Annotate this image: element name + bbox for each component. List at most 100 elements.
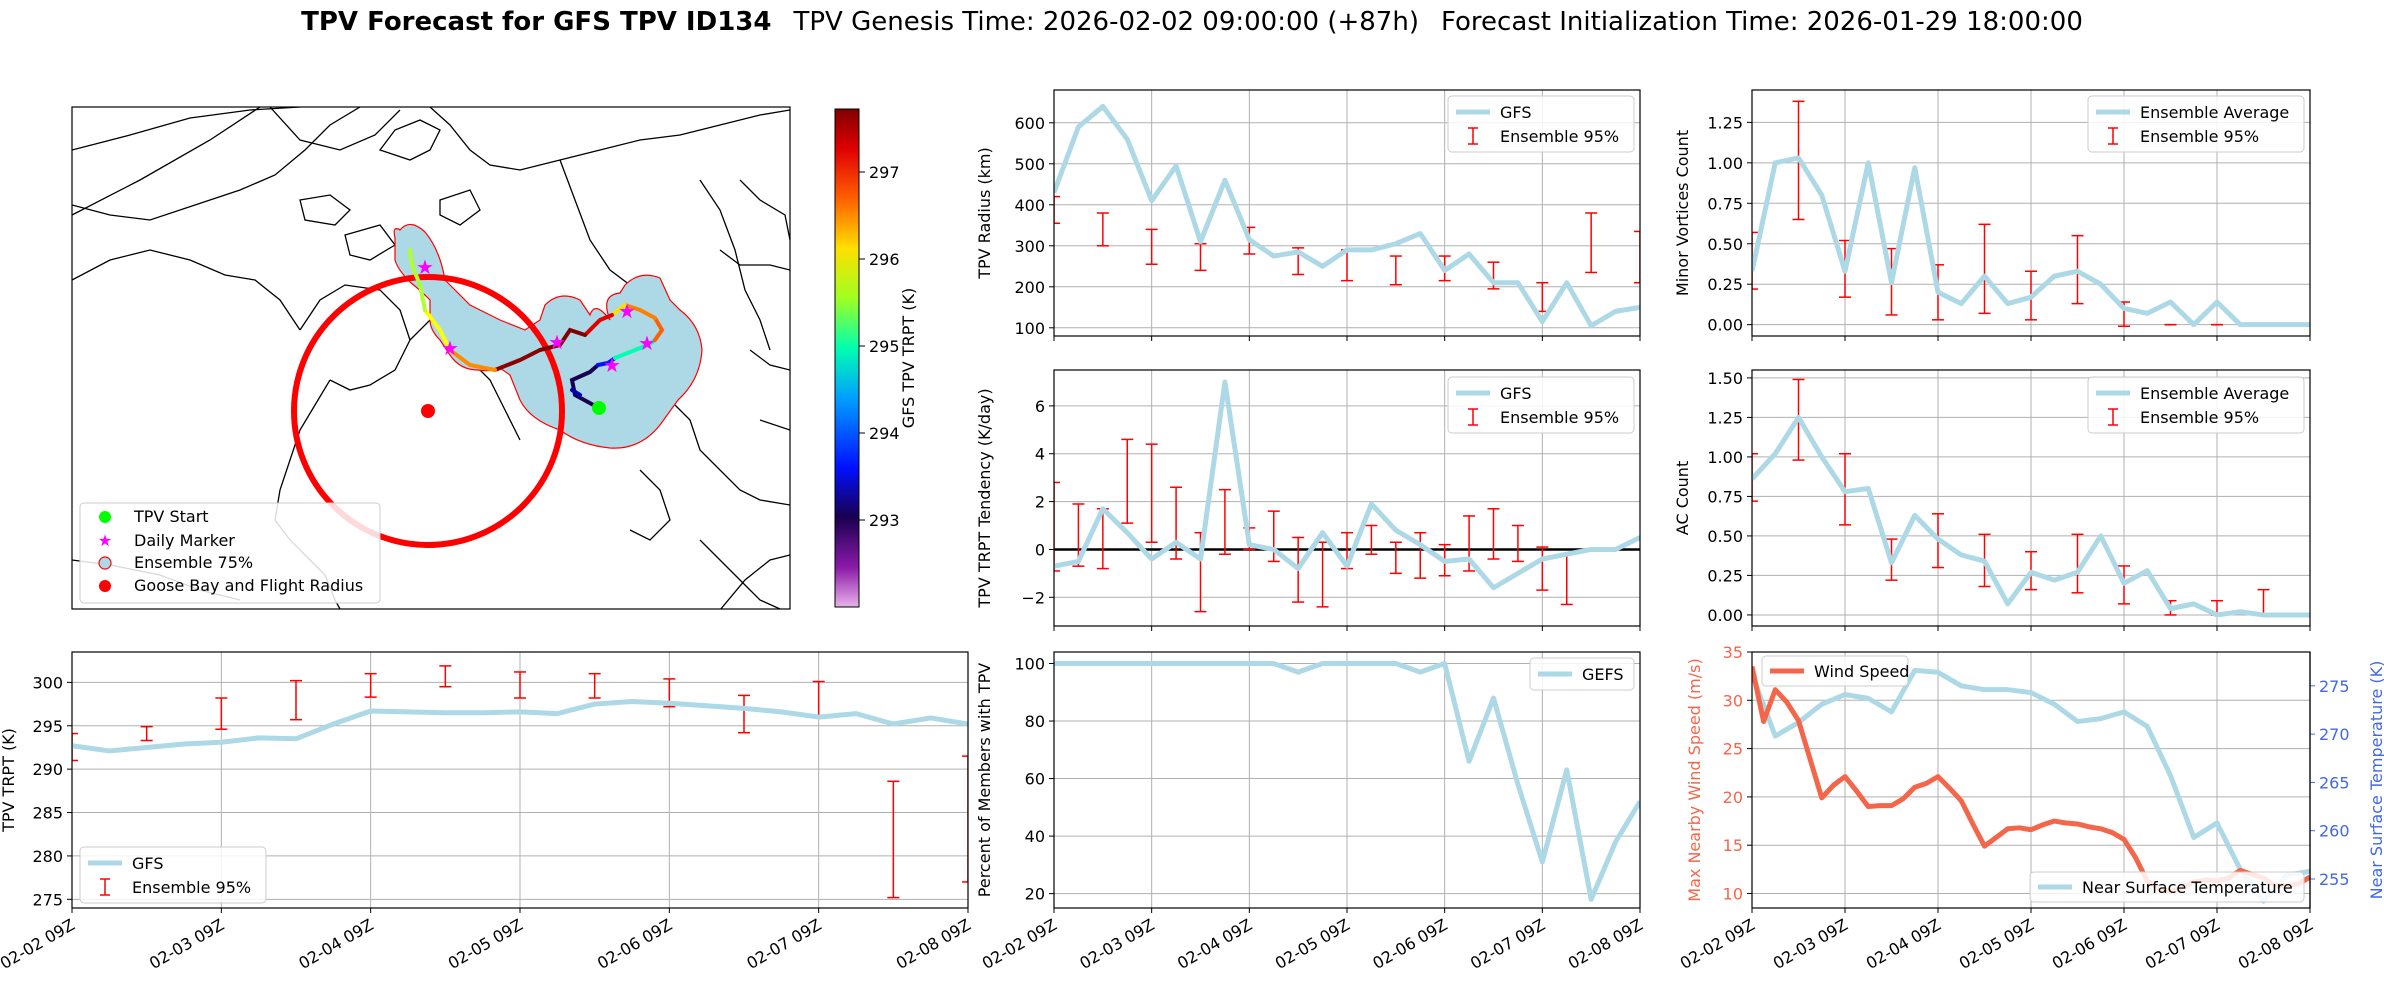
daily-marker: ★ bbox=[548, 330, 566, 354]
y-tick-label: 60 bbox=[1025, 770, 1045, 789]
y-axis-label: TPV Radius (km) bbox=[975, 147, 994, 280]
tpv-start-marker bbox=[592, 401, 606, 415]
error-bar bbox=[738, 694, 750, 734]
map-panel: ★ ★ ★ ★ ★ ★ TPV Start ★ Daily Marker Ens… bbox=[71, 106, 918, 610]
legend-label: Ensemble 95% bbox=[1500, 127, 1619, 146]
legend-daily-marker: Daily Marker bbox=[134, 531, 235, 550]
error-bar bbox=[1365, 524, 1378, 555]
error-bar bbox=[1170, 486, 1183, 560]
error-bar bbox=[588, 672, 601, 699]
error-bar bbox=[1752, 453, 1758, 502]
legend-label: GFS bbox=[132, 854, 163, 873]
error-bar bbox=[1389, 255, 1402, 286]
tpv-track bbox=[408, 248, 665, 410]
legend-ens75-icon bbox=[98, 556, 112, 570]
daily-marker: ★ bbox=[638, 331, 656, 355]
y-tick-label: 280 bbox=[32, 847, 63, 866]
legend: GEFS bbox=[1529, 657, 1635, 691]
legend-star-icon: ★ bbox=[98, 531, 112, 550]
y-tick-label: 285 bbox=[32, 804, 63, 823]
legend-box bbox=[79, 846, 267, 904]
error-bar bbox=[1511, 524, 1524, 563]
error-bar bbox=[1389, 541, 1402, 575]
x-tick-label: 02-03 09Z bbox=[146, 915, 227, 973]
x-tick-label: 02-06 09Z bbox=[2049, 915, 2130, 973]
legend: GFS Ensemble 95% bbox=[79, 846, 267, 904]
goose-bay-marker bbox=[421, 404, 435, 418]
y-tick-label: 0.75 bbox=[1707, 194, 1743, 213]
error-bar bbox=[140, 725, 153, 742]
x-tick-label: 02-05 09Z bbox=[1272, 915, 1353, 973]
y-tick-label: 0.50 bbox=[1707, 235, 1743, 254]
y-tick-label: 290 bbox=[32, 760, 63, 779]
colorbar-tick-label: 296 bbox=[869, 250, 900, 269]
x-tick-label: 02-04 09Z bbox=[295, 915, 376, 973]
error-bar bbox=[1218, 488, 1231, 555]
y-axis-label: Minor Vortices Count bbox=[1673, 130, 1692, 296]
series-line bbox=[1054, 103, 1640, 329]
y-tick-label: 1.00 bbox=[1707, 154, 1743, 173]
legend-label: Ensemble Average bbox=[2140, 103, 2289, 122]
error-bar bbox=[1145, 443, 1158, 544]
x-tick-label: 02-07 09Z bbox=[743, 915, 824, 973]
y-tick-label: 0.50 bbox=[1707, 527, 1743, 546]
y-tick-label: 0.25 bbox=[1707, 275, 1743, 294]
y-tick-label: 0.75 bbox=[1707, 487, 1743, 506]
legend-box bbox=[1761, 655, 1909, 687]
legend: Ensemble Average Ensemble 95% bbox=[2087, 95, 2305, 153]
axes-frame bbox=[1053, 89, 1641, 337]
legend: Wind Speed bbox=[1761, 655, 1909, 687]
error-bar bbox=[1096, 212, 1109, 247]
error-bar bbox=[1536, 546, 1549, 591]
y-tick-label: 20 bbox=[1723, 788, 1743, 807]
error-bar bbox=[1194, 243, 1207, 272]
y-tick-label: 500 bbox=[1014, 155, 1045, 174]
legend-label: Ensemble Average bbox=[2140, 384, 2289, 403]
error-bar bbox=[2257, 588, 2270, 616]
legend-box bbox=[1447, 95, 1635, 153]
y-right-tick-label: 270 bbox=[2319, 725, 2350, 744]
minor-vortices-chart: 0.00 0.25 0.50 0.75 1.00 1.25 Ensemble Average… bbox=[1673, 89, 2311, 341]
y-right-tick-label: 255 bbox=[2319, 870, 2350, 889]
legend-start-icon bbox=[99, 511, 111, 523]
error-bar bbox=[1487, 508, 1500, 560]
legend-goose-icon bbox=[99, 580, 111, 592]
error-bar bbox=[2071, 533, 2084, 594]
error-bar bbox=[1054, 195, 1060, 224]
error-bar bbox=[1054, 481, 1060, 572]
daily-marker: ★ bbox=[603, 353, 621, 377]
error-bar bbox=[812, 680, 825, 717]
error-bar bbox=[439, 665, 452, 688]
y-tick-label: 300 bbox=[32, 673, 63, 692]
x-tick-label: 02-02 09Z bbox=[979, 915, 1060, 973]
y-axis-label: Max Nearby Wind Speed (m/s) bbox=[1685, 658, 1704, 901]
x-tick-label: 02-04 09Z bbox=[1174, 915, 1255, 973]
legend: Ensemble Average Ensemble 95% bbox=[2087, 376, 2305, 434]
error-bar bbox=[290, 679, 302, 721]
percent-members-chart: 20 40 60 80 100 02-02 09Z 02-03 09Z 02-04 09Z 02… bbox=[975, 651, 1646, 973]
radius-chart: 100 200 300 400 500 600 GFS Ensemble 95% TPV Rad… bbox=[975, 89, 1641, 341]
y-axis-label: TPV TRPT (K) bbox=[0, 728, 18, 833]
error-bar bbox=[215, 697, 228, 730]
x-tick-label: 02-02 09Z bbox=[0, 915, 78, 973]
series-line bbox=[1054, 661, 1640, 902]
y-axis-label: AC Count bbox=[1673, 461, 1692, 535]
x-tick-label: 02-06 09Z bbox=[594, 915, 675, 973]
legend-label: Ensemble 95% bbox=[132, 878, 251, 897]
error-bar bbox=[1585, 212, 1598, 274]
trpt-chart: 275 280 285 290 295 300 02-02 09Z 02-03 09Z 02-0… bbox=[0, 651, 974, 973]
error-bar bbox=[514, 671, 526, 699]
error-bar bbox=[364, 672, 377, 698]
legend: GFS Ensemble 95% bbox=[1447, 95, 1635, 153]
suptitle: TPV Forecast for GFS TPV ID134 TPV Genesi… bbox=[301, 7, 2083, 37]
y-tick-label: 4 bbox=[1035, 445, 1045, 464]
error-bar bbox=[72, 732, 78, 762]
legend-box bbox=[2087, 95, 2305, 153]
legend-ensemble-75: Ensemble 75% bbox=[134, 553, 253, 572]
y-tick-label: 0.00 bbox=[1707, 606, 1743, 625]
legend-box bbox=[2029, 871, 2305, 903]
colorbar-tick-label: 293 bbox=[869, 511, 900, 530]
daily-markers: ★ ★ ★ ★ ★ ★ bbox=[416, 255, 656, 377]
x-tick-label: 02-05 09Z bbox=[1956, 915, 2037, 973]
